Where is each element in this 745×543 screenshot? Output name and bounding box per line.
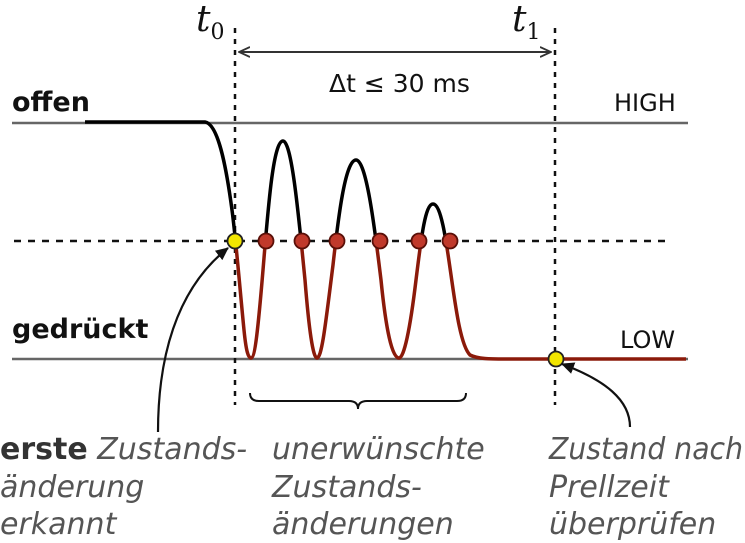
check-annotation-line3: überprüfen [549,507,716,542]
crossing-marker [257,232,275,250]
delta-t-label: Δt ≤ 30 ms [329,69,470,98]
crossing-markers [257,232,459,250]
check-annotation-line2: Prellzeit [549,470,670,505]
crossing-marker [293,232,311,250]
low-label: LOW [620,326,675,354]
crossing-marker [410,232,428,250]
signal-curve-high-part [85,120,448,240]
t0-label: t0 [196,0,224,45]
crossing-marker [441,232,459,250]
first-change-arrow [156,247,229,433]
first-change-annotation: erste Zustands- [0,432,247,467]
crossing-marker [371,232,389,250]
unwanted-changes-brace [249,392,467,410]
unwanted-annotation-line1: unerwünschte [272,432,485,467]
unwanted-annotation-line2: Zustands- [271,470,422,505]
unwanted-annotation-line3: änderungen [272,507,454,542]
check-annotation-line1: Zustand nach [548,432,743,467]
signal-curve-low-part [233,240,686,361]
first-change-annotation-line3: erkannt [0,507,118,542]
check-state-arrow [561,362,632,428]
high-label: HIGH [614,89,676,117]
gedrueckt-label: gedrückt [12,314,148,345]
first-change-marker [226,232,244,250]
crossing-marker [328,232,346,250]
first-change-annotation-line2: änderung [0,470,144,505]
offen-label: offen [12,87,90,118]
t1-label: t1 [512,0,540,45]
check-state-marker [547,350,565,368]
